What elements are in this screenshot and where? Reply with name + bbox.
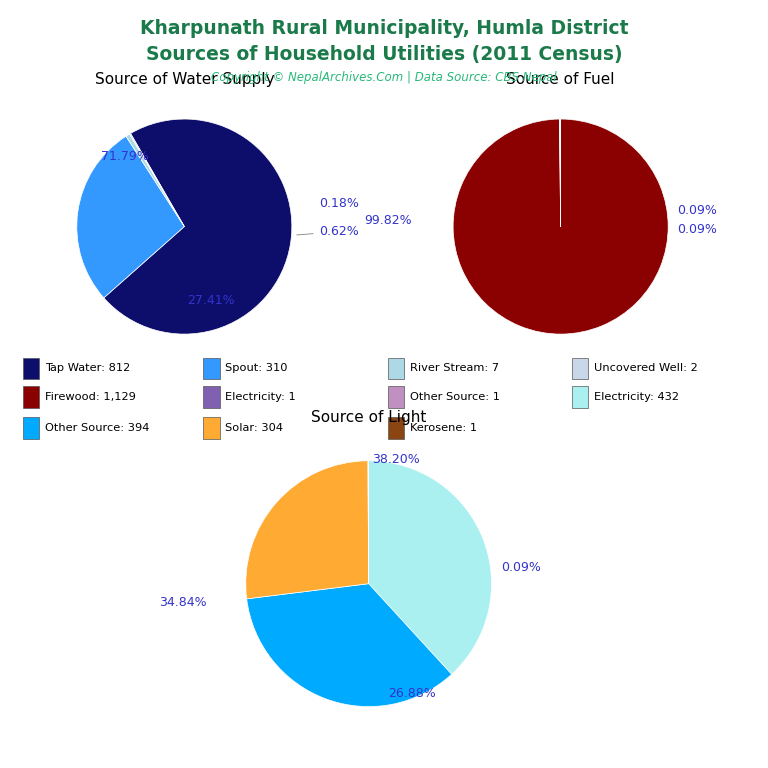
Text: River Stream: 7: River Stream: 7 — [410, 363, 499, 373]
FancyBboxPatch shape — [23, 358, 39, 379]
Text: Uncovered Well: 2: Uncovered Well: 2 — [594, 363, 698, 373]
FancyBboxPatch shape — [572, 386, 588, 409]
FancyBboxPatch shape — [23, 416, 39, 439]
FancyBboxPatch shape — [23, 386, 39, 409]
Text: 34.84%: 34.84% — [159, 596, 207, 609]
FancyBboxPatch shape — [388, 386, 404, 409]
Text: Kharpunath Rural Municipality, Humla District: Kharpunath Rural Municipality, Humla Dis… — [140, 19, 628, 38]
Text: 0.09%: 0.09% — [677, 204, 717, 217]
FancyBboxPatch shape — [388, 358, 404, 379]
Wedge shape — [130, 134, 184, 227]
Text: Other Source: 394: Other Source: 394 — [45, 422, 149, 432]
Text: Firewood: 1,129: Firewood: 1,129 — [45, 392, 136, 402]
Title: Source of Light: Source of Light — [311, 410, 426, 425]
Text: Electricity: 432: Electricity: 432 — [594, 392, 679, 402]
FancyBboxPatch shape — [572, 358, 588, 379]
Wedge shape — [453, 119, 668, 334]
Wedge shape — [559, 119, 561, 227]
Text: 99.82%: 99.82% — [365, 214, 412, 227]
Text: 0.18%: 0.18% — [319, 197, 359, 210]
Wedge shape — [126, 134, 184, 227]
Wedge shape — [77, 136, 184, 298]
Text: 0.62%: 0.62% — [296, 225, 359, 238]
Wedge shape — [246, 461, 369, 599]
Wedge shape — [247, 584, 452, 707]
Text: 27.41%: 27.41% — [187, 294, 235, 307]
Text: 26.88%: 26.88% — [388, 687, 435, 700]
Text: Spout: 310: Spout: 310 — [226, 363, 288, 373]
FancyBboxPatch shape — [204, 386, 220, 409]
FancyBboxPatch shape — [204, 358, 220, 379]
Wedge shape — [369, 461, 492, 674]
Text: 71.79%: 71.79% — [101, 150, 149, 163]
Text: Electricity: 1: Electricity: 1 — [226, 392, 296, 402]
Text: Solar: 304: Solar: 304 — [226, 422, 283, 432]
Wedge shape — [104, 119, 292, 334]
Text: 0.09%: 0.09% — [677, 223, 717, 236]
Text: Other Source: 1: Other Source: 1 — [410, 392, 500, 402]
FancyBboxPatch shape — [204, 416, 220, 439]
Text: Tap Water: 812: Tap Water: 812 — [45, 363, 130, 373]
Title: Source of Fuel: Source of Fuel — [506, 72, 615, 87]
Title: Source of Water Supply: Source of Water Supply — [94, 72, 274, 87]
FancyBboxPatch shape — [388, 416, 404, 439]
Text: Sources of Household Utilities (2011 Census): Sources of Household Utilities (2011 Cen… — [146, 45, 622, 64]
Text: Copyright © NepalArchives.Com | Data Source: CBS Nepal: Copyright © NepalArchives.Com | Data Sou… — [211, 71, 557, 84]
Text: 38.20%: 38.20% — [372, 453, 419, 466]
Text: Kerosene: 1: Kerosene: 1 — [410, 422, 477, 432]
Text: 0.09%: 0.09% — [502, 561, 541, 574]
